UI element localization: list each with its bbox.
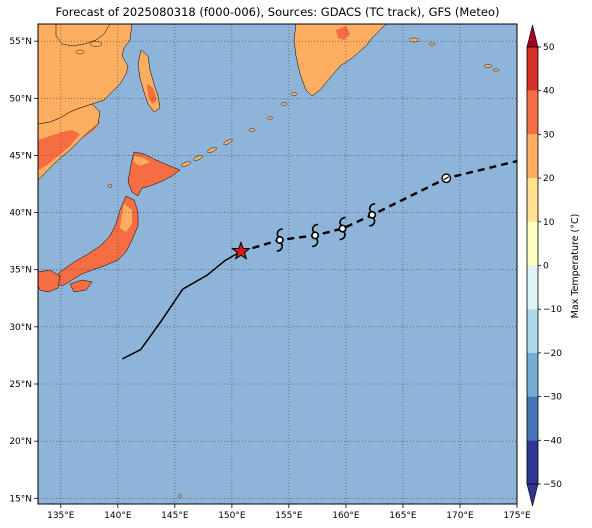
- ocean-background: [38, 24, 517, 504]
- land-asia-northeast: [55, 24, 111, 47]
- colorbar-segment: [527, 178, 538, 222]
- colorbar-segment: [527, 396, 538, 441]
- tropical-storm-icon: [338, 216, 347, 241]
- colorbar-tick-label: −50: [543, 480, 562, 490]
- y-tick-label: 20°N: [9, 437, 32, 447]
- colorbar-tick-label: −40: [543, 436, 562, 446]
- x-tick-label: 135°E: [47, 511, 75, 521]
- y-tick-label: 40°N: [9, 209, 32, 219]
- longitude-axis: 135°E 140°E 145°E 150°E 155°E 160°E 165°E 170°E…: [47, 504, 531, 521]
- land-layer: [38, 24, 500, 498]
- x-tick-label: 140°E: [104, 511, 132, 521]
- tropical-storm-icon: [311, 223, 320, 248]
- colorbar-tick-label: 50: [543, 43, 555, 53]
- low-pressure-symbol: [441, 173, 452, 184]
- colorbar-segment: [527, 309, 538, 353]
- y-tick-label: 45°N: [9, 151, 32, 161]
- colorbar-label: Max Temperature (°C): [570, 214, 581, 319]
- land-honshu-cool: [120, 204, 132, 232]
- colorbar-segment: [527, 440, 538, 484]
- x-tick-label: 150°E: [218, 511, 246, 521]
- colorbar-tick-label: −10: [543, 305, 562, 315]
- low-pressure-bar: [443, 176, 450, 181]
- land-kamchatka: [293, 24, 387, 97]
- colorbar-segment: [527, 90, 538, 135]
- colorbar-tick-label: −20: [543, 349, 562, 359]
- colorbar-tick-label: 0: [543, 262, 549, 272]
- x-tick-label: 145°E: [161, 511, 189, 521]
- x-tick-label: 170°E: [446, 511, 474, 521]
- colorbar-segment: [527, 221, 538, 266]
- colorbar-tick-label: −30: [543, 393, 562, 403]
- x-tick-label: 165°E: [389, 511, 417, 521]
- kuril-islands: [181, 92, 298, 167]
- land-sakhalin-warm: [147, 84, 157, 104]
- colorbar: 50 40 30 20 10 0 −10 −20 −30 −40 −50: [526, 24, 562, 507]
- x-tick-label: 175°E: [503, 511, 531, 521]
- land-korea-warm-core: [38, 130, 80, 170]
- gridlines: [38, 24, 517, 504]
- tropical-storm-icon: [368, 203, 377, 227]
- land-shikoku: [69, 279, 93, 293]
- x-tick-label: 160°E: [332, 511, 360, 521]
- colorbar-extend-min: [526, 483, 539, 507]
- y-tick-label: 30°N: [9, 323, 32, 333]
- colorbar-tick-label: 10: [543, 218, 555, 228]
- current-position-star: [231, 240, 251, 260]
- x-tick-label: 155°E: [275, 511, 303, 521]
- colorbar-tick-label: 40: [543, 87, 555, 97]
- past-track-line: [122, 250, 242, 360]
- y-tick-label: 50°N: [9, 94, 32, 104]
- plot-frame: [37, 23, 518, 505]
- land-honshu: [51, 195, 139, 287]
- latitude-axis: 15°N 20°N 25°N 30°N 35°N 40°N 45°N 50°N 55°N: [9, 37, 38, 504]
- colorbar-tick-label: 30: [543, 130, 555, 140]
- map-title: Forecast of 2025080318 (f000-006), Sourc…: [55, 5, 500, 19]
- land-hokkaido-cool: [134, 156, 150, 166]
- y-tick-label: 25°N: [9, 380, 32, 390]
- y-tick-label: 15°N: [9, 494, 32, 504]
- colorbar-tick-label: 20: [543, 174, 555, 184]
- colorbar-segment: [527, 134, 538, 179]
- colorbar-extend-max: [526, 24, 539, 48]
- y-tick-label: 35°N: [9, 266, 32, 276]
- cyclone-track: [122, 159, 517, 360]
- cyclone-symbols: [275, 203, 377, 252]
- tropical-storm-icon: [275, 228, 284, 252]
- small-islands: [75, 37, 500, 498]
- colorbar-segment: [527, 265, 538, 310]
- colorbar-segment: [527, 47, 538, 91]
- y-tick-label: 55°N: [9, 37, 32, 47]
- land-kamchatka-warm: [336, 26, 350, 40]
- colorbar-segment: [527, 352, 538, 397]
